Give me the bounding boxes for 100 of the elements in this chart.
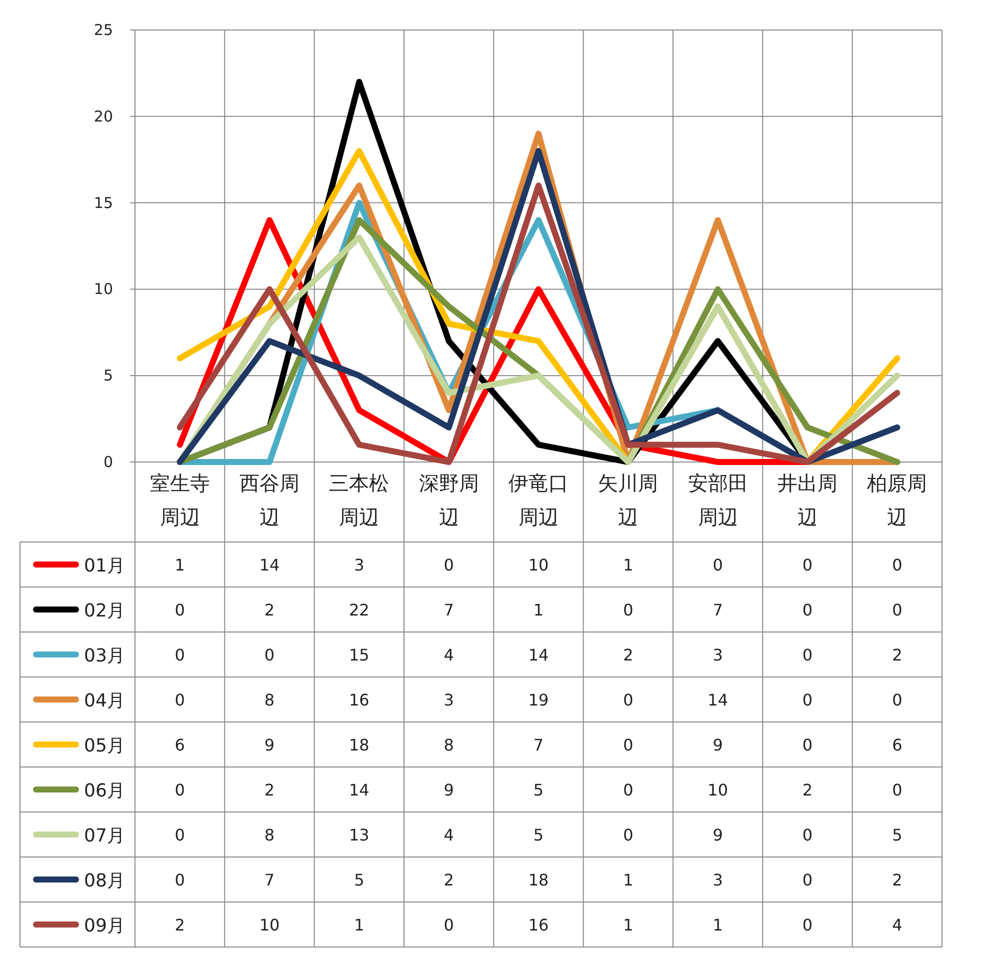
- data-label: 2: [174, 916, 185, 934]
- data-label: 9: [712, 826, 723, 844]
- data-label: 0: [174, 870, 185, 890]
- data-label: 0: [264, 646, 275, 664]
- data-label: 1: [354, 916, 364, 934]
- x-tick-label: 三本松周辺: [329, 471, 390, 529]
- data-label: 2: [264, 600, 275, 620]
- data-label: 6: [892, 736, 902, 754]
- data-label: 7: [533, 736, 544, 754]
- y-tick-label: 25: [94, 21, 113, 39]
- data-label: 9: [444, 780, 454, 800]
- data-label: 1: [533, 600, 544, 620]
- legend-label: 05月: [84, 736, 125, 756]
- data-label: 16: [348, 690, 370, 710]
- data-label: 0: [623, 690, 634, 710]
- data-label: 1: [174, 556, 185, 574]
- data-label: 0: [892, 556, 902, 574]
- data-label: 10: [528, 556, 549, 574]
- legend-label: 07月: [84, 826, 125, 846]
- legend-label: 09月: [84, 916, 125, 936]
- legend-label: 01月: [84, 556, 125, 576]
- data-label: 10: [259, 916, 280, 934]
- data-label: 0: [802, 690, 813, 710]
- data-label: 22: [348, 600, 370, 620]
- data-label: 2: [444, 870, 454, 890]
- data-label: 7: [712, 600, 723, 620]
- data-label: 0: [623, 600, 634, 620]
- data-label: 5: [892, 826, 902, 844]
- data-label: 0: [623, 826, 634, 844]
- data-label: 0: [712, 556, 723, 574]
- data-label: 2: [623, 646, 634, 664]
- data-label: 0: [802, 646, 813, 664]
- data-label: 0: [802, 556, 813, 574]
- data-label: 0: [174, 690, 185, 710]
- data-label: 0: [802, 600, 813, 620]
- y-tick-label: 20: [94, 107, 113, 126]
- data-label: 14: [348, 780, 370, 800]
- x-tick-label: 柏原周辺: [866, 471, 928, 529]
- data-label: 8: [264, 826, 275, 844]
- legend-label: 02月: [84, 600, 125, 622]
- x-tick-label: 井出周辺: [778, 471, 838, 529]
- data-label: 6: [174, 736, 185, 754]
- data-label: 1: [623, 870, 634, 890]
- data-label: 14: [708, 690, 728, 710]
- data-label: 9: [264, 736, 275, 754]
- data-label: 0: [802, 826, 813, 844]
- data-label: 0: [174, 826, 185, 844]
- data-label: 2: [264, 780, 275, 800]
- data-label: 8: [444, 736, 454, 754]
- data-label: 0: [802, 916, 813, 934]
- data-label: 4: [444, 826, 454, 844]
- data-label: 3: [712, 646, 723, 664]
- data-label: 1: [712, 916, 723, 934]
- data-label: 18: [528, 870, 549, 890]
- data-label: 5: [533, 780, 544, 800]
- data-label: 7: [264, 870, 275, 890]
- data-label: 3: [354, 556, 364, 574]
- data-label: 0: [174, 780, 185, 800]
- data-label: 1: [623, 556, 634, 574]
- data-label: 13: [348, 826, 370, 844]
- data-label: 5: [533, 826, 544, 844]
- data-label: 19: [528, 690, 549, 710]
- data-label: 1: [623, 916, 634, 934]
- data-label: 0: [444, 556, 454, 574]
- data-label: 0: [892, 780, 902, 800]
- x-tick-label: 深野周辺: [418, 471, 479, 529]
- data-label: 0: [892, 690, 902, 710]
- data-label: 7: [444, 600, 454, 620]
- data-label: 0: [174, 600, 185, 620]
- data-label: 3: [444, 690, 454, 710]
- data-label: 0: [174, 646, 185, 664]
- data-label: 0: [802, 870, 813, 890]
- x-tick-label: 室生寺周辺: [150, 471, 210, 529]
- data-label: 4: [444, 646, 454, 664]
- data-label: 0: [444, 916, 454, 934]
- data-label: 4: [892, 916, 902, 934]
- y-tick-label: 5: [103, 366, 113, 385]
- data-label: 8: [264, 690, 275, 710]
- data-label: 0: [892, 600, 902, 620]
- data-label: 9: [712, 736, 723, 754]
- legend-label: 08月: [84, 870, 125, 892]
- data-label: 0: [623, 780, 634, 800]
- y-tick-label: 0: [103, 453, 113, 471]
- data-label: 5: [354, 870, 364, 890]
- data-label: 18: [348, 736, 370, 754]
- data-label: 2: [892, 646, 902, 664]
- x-tick-label: 西谷周辺: [240, 471, 300, 529]
- data-label: 15: [348, 646, 370, 664]
- data-label: 16: [528, 916, 549, 934]
- x-tick-label: 伊竜口周辺: [508, 471, 568, 529]
- data-label: 0: [802, 736, 813, 754]
- legend-label: 04月: [84, 690, 125, 712]
- data-label: 14: [528, 646, 549, 664]
- y-tick-label: 15: [94, 194, 113, 212]
- legend-label: 03月: [84, 646, 125, 666]
- data-label: 10: [708, 780, 728, 800]
- data-label: 2: [892, 870, 902, 890]
- data-label: 3: [712, 870, 723, 890]
- data-label: 2: [802, 780, 813, 800]
- x-tick-label: 安部田周辺: [688, 471, 748, 529]
